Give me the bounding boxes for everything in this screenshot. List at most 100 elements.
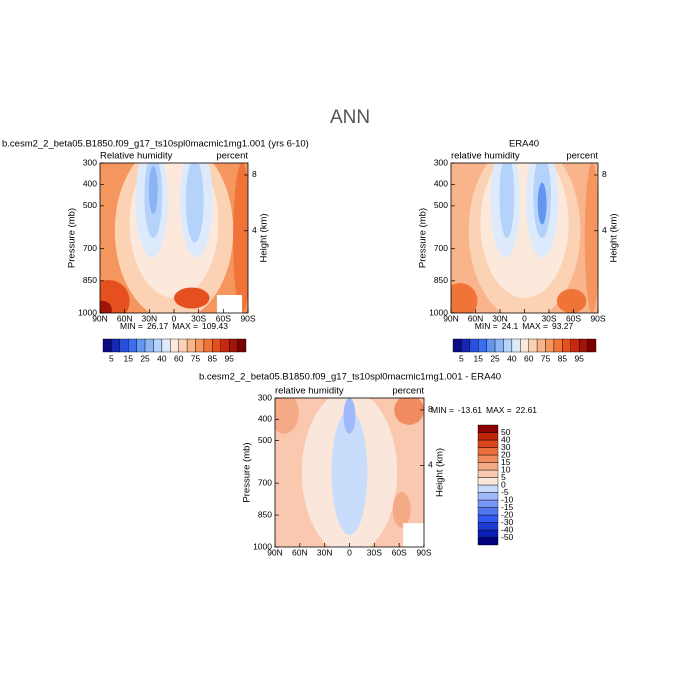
- colorbar-box: [477, 462, 499, 471]
- colorbar-box: [178, 338, 188, 353]
- y-tick-label: 1000: [253, 541, 272, 551]
- colorbar-box: [237, 338, 247, 353]
- x-tick-label: 60N: [468, 313, 484, 323]
- colorbar-label: 5: [109, 353, 114, 363]
- y-tick-label: 500: [434, 200, 448, 210]
- colorbar-box: [570, 338, 580, 353]
- panel-title: ERA40: [509, 139, 539, 150]
- subtitle-right: percent: [566, 151, 598, 162]
- x-tick-label: 90S: [590, 313, 605, 323]
- contour-fill: [233, 163, 248, 313]
- x-tick-label: 90N: [443, 313, 459, 323]
- panel-title: b.cesm2_2_beta05.B1850.f09_g17_ts10spl0m…: [199, 372, 501, 383]
- contour-fill: [185, 163, 204, 243]
- colorbar-label: 15: [501, 457, 511, 467]
- y2-axis-label: Height (km): [435, 448, 446, 497]
- stats-max: 93.27: [552, 321, 574, 331]
- x-tick-label: 30S: [191, 313, 206, 323]
- contour-fill: [584, 163, 598, 313]
- colorbar-label: -10: [501, 494, 514, 504]
- x-tick-label: 90S: [416, 547, 431, 557]
- y-axis-label: Pressure (mb): [242, 442, 253, 502]
- y2-tick-label: 8: [428, 404, 433, 414]
- stats-max: 22.61: [516, 405, 538, 415]
- colorbar-label: 95: [574, 353, 584, 363]
- colorbar-label: 50: [501, 427, 511, 437]
- colorbar-label: 60: [524, 353, 534, 363]
- contour-field: [451, 163, 598, 313]
- colorbar-box: [477, 484, 499, 493]
- contour-fill: [499, 163, 515, 238]
- colorbar-box: [486, 338, 496, 353]
- contour-field: [275, 398, 424, 547]
- y-tick-label: 700: [83, 243, 97, 253]
- stats-max-label: MAX =: [172, 321, 198, 331]
- x-tick-label: 30N: [492, 313, 508, 323]
- contour-fill: [394, 398, 424, 425]
- stats-min: 24.1: [502, 321, 519, 331]
- colorbar-box: [545, 338, 555, 353]
- stats: MIN = -13.61 MAX = 22.61: [431, 405, 537, 415]
- stats-max-label: MAX =: [522, 321, 548, 331]
- colorbar-label: 30: [501, 442, 511, 452]
- y2-tick-label: 4: [428, 460, 433, 470]
- y-axis-label: Pressure (mb): [418, 208, 429, 268]
- stats-min-label: MIN =: [120, 321, 143, 331]
- colorbar-box: [477, 477, 499, 486]
- contour-fill: [556, 289, 587, 313]
- colorbar-label: 5: [459, 353, 464, 363]
- colorbar-label: 15: [474, 353, 484, 363]
- colorbar-box: [528, 338, 538, 353]
- panel-title: b.cesm2_2_beta05.B1850.f09_g17_ts10spl0m…: [2, 139, 309, 150]
- colorbar-box: [562, 338, 571, 353]
- colorbar-label: 40: [157, 353, 167, 363]
- colorbar-box: [478, 338, 487, 353]
- colorbar-box: [195, 338, 205, 353]
- x-tick-label: 30N: [317, 547, 333, 557]
- colorbar-box: [477, 447, 499, 456]
- colorbar-label: 60: [174, 353, 184, 363]
- y-tick-label: 700: [434, 243, 448, 253]
- colorbar-box: [536, 338, 546, 353]
- panel: b.cesm2_2_beta05.B1850.f09_g17_ts10spl0m…: [2, 139, 309, 364]
- colorbar-box: [477, 424, 499, 433]
- y-tick-label: 300: [258, 392, 272, 402]
- colorbar-label: 25: [490, 353, 500, 363]
- colorbar-box: [587, 338, 597, 353]
- y2-axis-label: Height (km): [609, 213, 620, 262]
- stats-min-label: MIN =: [431, 405, 454, 415]
- colorbar-label: 10: [501, 464, 511, 474]
- colorbar-box: [503, 338, 513, 353]
- y2-tick-label: 4: [252, 225, 257, 235]
- contour-fill: [275, 398, 299, 434]
- y2-axis-label: Height (km): [259, 213, 270, 262]
- stats: MIN = 24.1 MAX = 93.27: [475, 321, 574, 331]
- stats: MIN = 26.17 MAX = 109.43: [120, 321, 228, 331]
- x-tick-label: 0: [522, 313, 527, 323]
- colorbar-label: 75: [191, 353, 201, 363]
- colorbar-box: [477, 529, 499, 538]
- y2-tick-label: 4: [602, 225, 607, 235]
- contour-fill: [331, 409, 368, 536]
- colorbar-box: [494, 338, 504, 353]
- missing-data: [403, 523, 424, 547]
- y-tick-label: 850: [83, 275, 97, 285]
- stats-min: -13.61: [458, 405, 482, 415]
- x-tick-label: 60S: [216, 313, 231, 323]
- x-tick-label: 60N: [292, 547, 308, 557]
- colorbar-box: [469, 338, 479, 353]
- colorbar-label: -40: [501, 524, 514, 534]
- colorbar-label: -15: [501, 502, 514, 512]
- missing-data: [216, 295, 243, 313]
- contour-field: [100, 163, 248, 313]
- colorbar-box: [153, 338, 163, 353]
- stats-max: 109.43: [202, 321, 228, 331]
- y-tick-label: 500: [83, 200, 97, 210]
- stats-min: 26.17: [147, 321, 169, 331]
- y-tick-label: 1000: [78, 307, 97, 317]
- colorbar-box: [212, 338, 221, 353]
- colorbar-box: [111, 338, 121, 353]
- subtitle-left: Relative humidity: [100, 151, 173, 162]
